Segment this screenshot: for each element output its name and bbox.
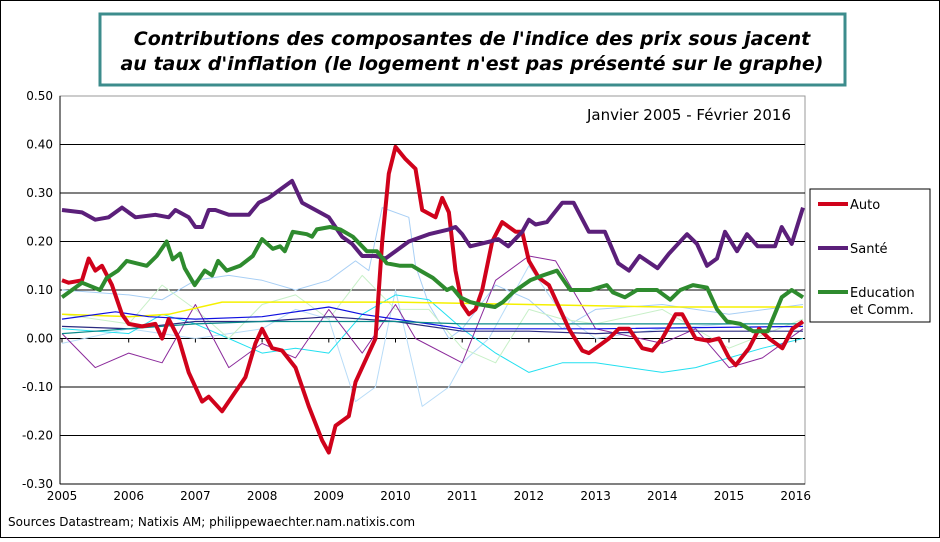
series-line-component <box>61 294 804 373</box>
series-line-auto <box>61 144 805 455</box>
title-box <box>98 12 847 87</box>
y-tick-label: -0.10 <box>22 380 53 394</box>
x-tick-label: 2009 <box>314 489 345 503</box>
legend-label: et Comm. <box>850 303 914 318</box>
chart-title-line-1: Contributions des composantes de l'indic… <box>134 28 811 50</box>
legend: Auto Santé Education et Comm. <box>809 188 931 323</box>
y-tick-label: 0.20 <box>26 235 53 249</box>
y-tick-label: 0.10 <box>26 283 53 297</box>
date-range-annotation: Janvier 2005 - Février 2016 <box>586 106 791 124</box>
legend-label: Education <box>850 286 915 301</box>
x-tick-label: 2005 <box>47 489 78 503</box>
legend-label: Auto <box>850 198 880 213</box>
series-line-component <box>61 306 804 330</box>
axes: 0.500.400.300.200.100.00-0.10-0.20-0.302… <box>22 89 811 503</box>
y-tick-label: -0.30 <box>22 477 53 491</box>
y-tick-label: -0.20 <box>22 429 53 443</box>
x-tick-label: 2015 <box>714 489 745 503</box>
x-tick-label: 2008 <box>247 489 278 503</box>
y-tick-label: 0.30 <box>26 186 53 200</box>
y-tick-label: 0.00 <box>26 332 53 346</box>
y-tick-label: 0.50 <box>26 89 53 103</box>
x-tick-label: 2012 <box>514 489 545 503</box>
x-tick-label: 2006 <box>113 489 144 503</box>
series-line-education-et-comm- <box>60 225 805 334</box>
y-tick-label: 0.40 <box>26 138 53 152</box>
x-tick-label: 2014 <box>647 489 678 503</box>
series-line-component <box>61 316 803 335</box>
x-tick-label: 2007 <box>180 489 211 503</box>
grid <box>59 95 806 485</box>
x-tick-label: 2010 <box>380 489 411 503</box>
x-tick-label: 2011 <box>447 489 478 503</box>
source-note: Sources Datastream; Natixis AM; philippe… <box>8 515 415 529</box>
x-tick-label: 2016 <box>780 489 811 503</box>
legend-box <box>809 188 931 323</box>
chart-title-line-2: au taux d'inflation (le logement n'est p… <box>120 53 823 75</box>
series-line-sant- <box>61 178 805 273</box>
series-line-component <box>61 301 803 318</box>
x-tick-label: 2013 <box>580 489 611 503</box>
legend-label: Santé <box>850 242 888 257</box>
